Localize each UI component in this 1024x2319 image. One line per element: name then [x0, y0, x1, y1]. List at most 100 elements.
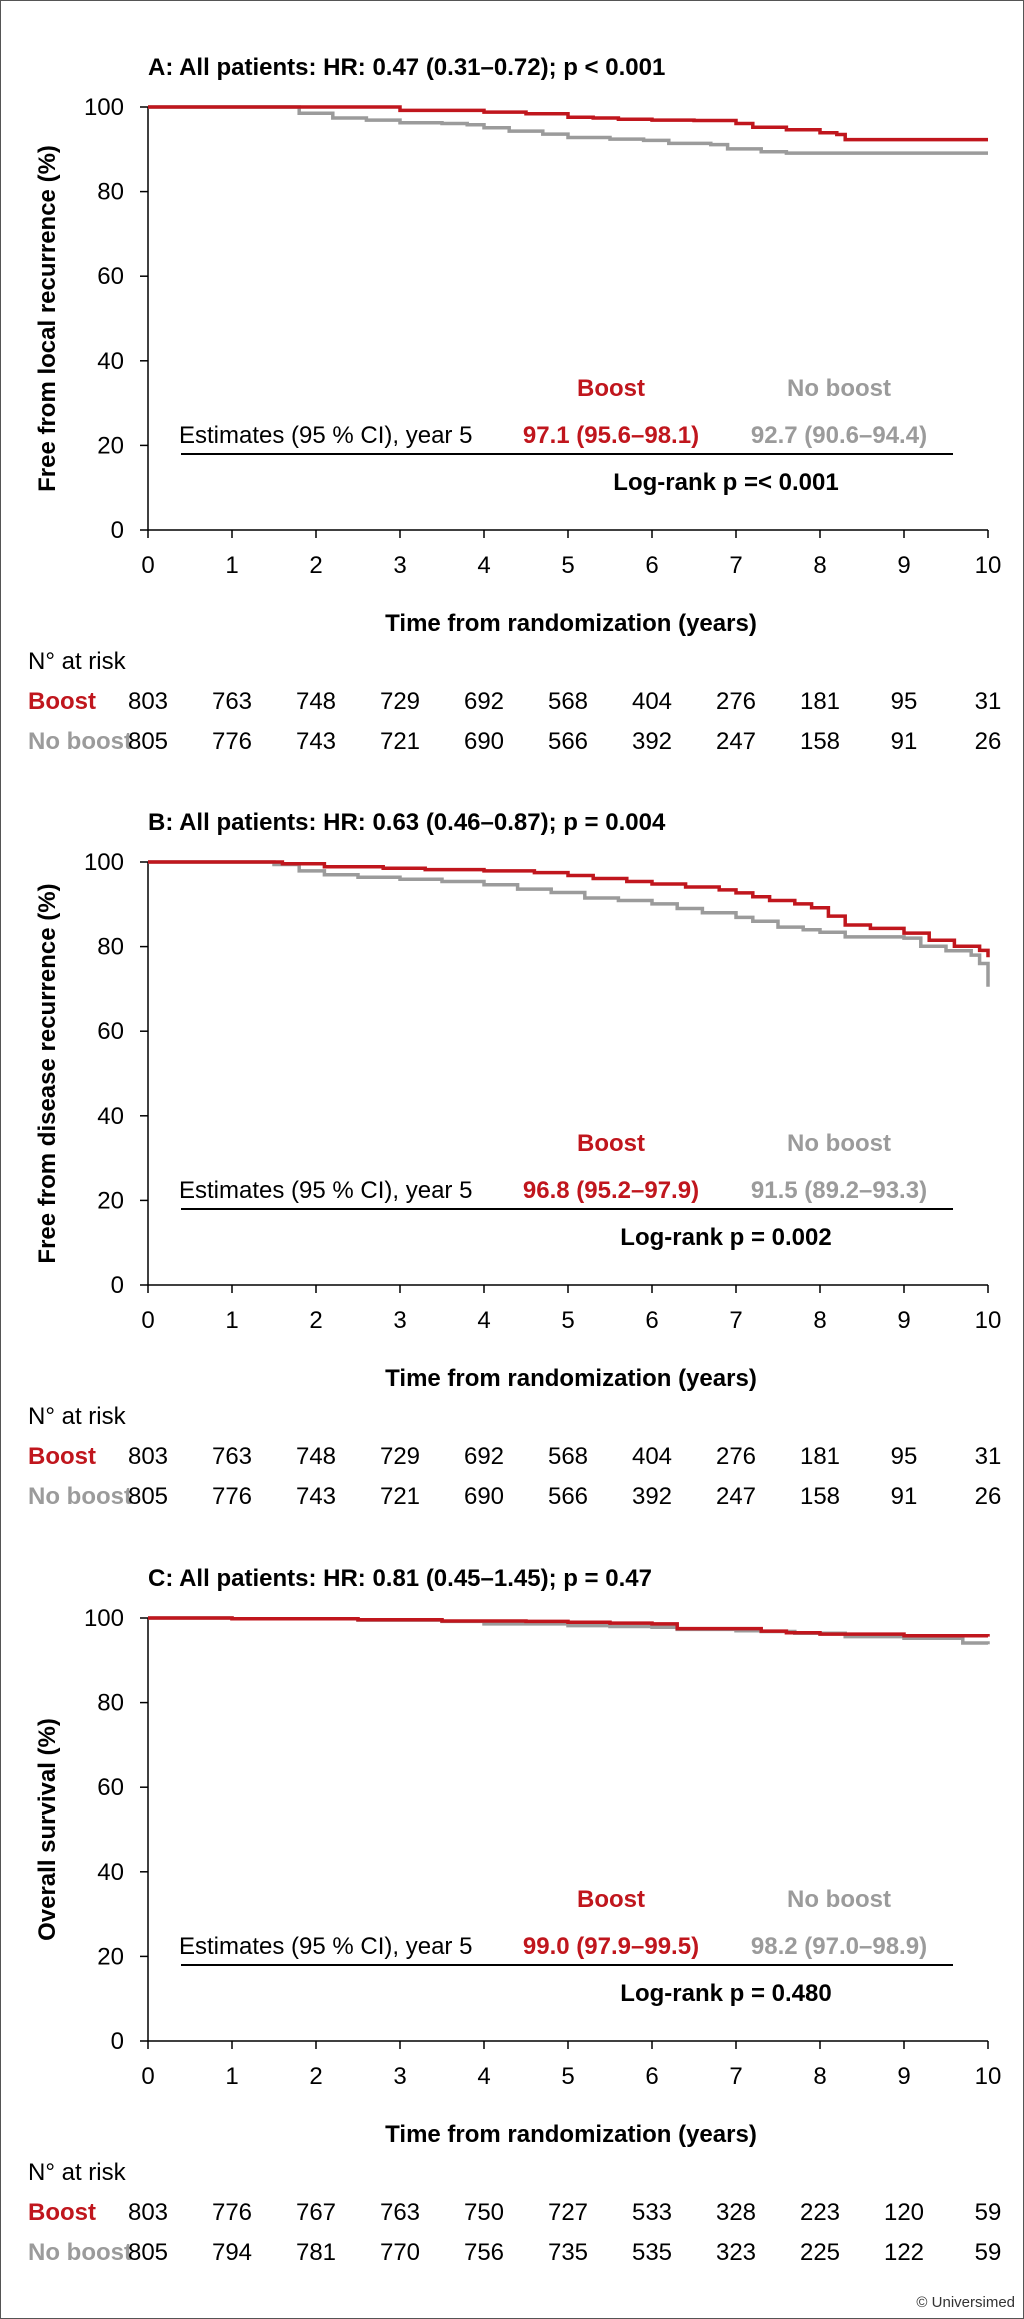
at-risk-title: N° at risk [28, 648, 127, 675]
x-tick-label: 8 [813, 1307, 826, 1334]
logrank-text: Log-rank p = 0.480 [620, 1980, 831, 2007]
y-tick-label: 60 [97, 1774, 124, 1801]
at-risk-boost-value: 568 [548, 688, 588, 715]
at-risk-no-boost-value: 225 [800, 2239, 840, 2266]
y-tick-label: 80 [97, 1690, 124, 1717]
x-tick-label: 2 [309, 1307, 322, 1334]
at-risk-title: N° at risk [28, 2159, 127, 2186]
at-risk-boost-value: 404 [632, 1443, 672, 1470]
logrank-text: Log-rank p =< 0.001 [613, 469, 838, 496]
x-tick-label: 10 [975, 2063, 1002, 2090]
logrank-text: Log-rank p = 0.002 [620, 1224, 831, 1251]
estimate-boost-value: 97.1 (95.6–98.1) [523, 422, 699, 449]
at-risk-boost-value: 803 [128, 688, 168, 715]
estimate-boost-header: Boost [577, 375, 645, 402]
at-risk-boost-value: 276 [716, 1443, 756, 1470]
at-risk-no-boost-value: 805 [128, 728, 168, 755]
x-tick-label: 5 [561, 1307, 574, 1334]
at-risk-no-boost-value: 122 [884, 2239, 924, 2266]
y-tick-label: 20 [97, 1187, 124, 1214]
panel-title: B: All patients: HR: 0.63 (0.46–0.87); p… [148, 809, 666, 836]
at-risk-boost-value: 729 [380, 688, 420, 715]
x-tick-label: 3 [393, 2063, 406, 2090]
boost-survival-line [148, 105, 988, 142]
x-axis-label: Time from randomization (years) [385, 2121, 757, 2148]
x-tick-label: 6 [645, 552, 658, 579]
x-tick-label: 9 [897, 1307, 910, 1334]
estimate-no-boost-header: No boost [787, 1130, 891, 1157]
at-risk-no-boost-value: 735 [548, 2239, 588, 2266]
x-tick-label: 1 [225, 1307, 238, 1334]
at-risk-boost-value: 95 [891, 688, 918, 715]
at-risk-no-boost-value: 756 [464, 2239, 504, 2266]
panel-title: C: All patients: HR: 0.81 (0.45–1.45); p… [148, 1565, 652, 1592]
at-risk-no-boost-value: 392 [632, 1483, 672, 1510]
estimate-no-boost-value: 91.5 (89.2–93.3) [751, 1177, 927, 1204]
y-tick-label: 20 [97, 432, 124, 459]
at-risk-no-boost-value: 721 [380, 1483, 420, 1510]
x-tick-label: 5 [561, 552, 574, 579]
at-risk-no-boost-value: 743 [296, 728, 336, 755]
at-risk-no-boost-label: No boost [28, 1483, 132, 1510]
at-risk-no-boost-value: 690 [464, 1483, 504, 1510]
x-tick-label: 4 [477, 552, 490, 579]
panel-title: A: All patients: HR: 0.47 (0.31–0.72); p… [148, 54, 665, 81]
no-boost-survival-line [148, 105, 988, 155]
x-tick-label: 9 [897, 552, 910, 579]
at-risk-no-boost-value: 158 [800, 728, 840, 755]
y-tick-label: 0 [111, 1272, 124, 1299]
at-risk-boost-value: 729 [380, 1443, 420, 1470]
at-risk-no-boost-value: 721 [380, 728, 420, 755]
at-risk-boost-value: 803 [128, 1443, 168, 1470]
at-risk-no-boost-label: No boost [28, 2239, 132, 2266]
at-risk-boost-value: 568 [548, 1443, 588, 1470]
x-tick-label: 6 [645, 2063, 658, 2090]
y-tick-label: 20 [97, 1943, 124, 1970]
x-tick-label: 1 [225, 2063, 238, 2090]
at-risk-no-boost-value: 743 [296, 1483, 336, 1510]
at-risk-no-boost-value: 91 [891, 728, 918, 755]
at-risk-boost-value: 763 [212, 688, 252, 715]
at-risk-boost-label: Boost [28, 2199, 96, 2226]
y-tick-label: 80 [97, 179, 124, 206]
at-risk-no-boost-value: 26 [975, 728, 1002, 755]
x-tick-label: 0 [141, 1307, 154, 1334]
at-risk-no-boost-value: 794 [212, 2239, 252, 2266]
at-risk-boost-value: 404 [632, 688, 672, 715]
x-tick-label: 9 [897, 2063, 910, 2090]
at-risk-boost-value: 533 [632, 2199, 672, 2226]
y-tick-label: 40 [97, 1103, 124, 1130]
at-risk-no-boost-value: 535 [632, 2239, 672, 2266]
at-risk-no-boost-value: 781 [296, 2239, 336, 2266]
y-tick-label: 100 [84, 849, 124, 876]
at-risk-boost-value: 328 [716, 2199, 756, 2226]
x-tick-label: 6 [645, 1307, 658, 1334]
estimate-no-boost-header: No boost [787, 1886, 891, 1913]
x-tick-label: 0 [141, 552, 154, 579]
x-tick-label: 7 [729, 2063, 742, 2090]
at-risk-boost-value: 120 [884, 2199, 924, 2226]
estimate-label: Estimates (95 % CI), year 5 [179, 1177, 472, 1204]
at-risk-boost-value: 95 [891, 1443, 918, 1470]
y-tick-label: 100 [84, 94, 124, 121]
at-risk-no-boost-value: 805 [128, 1483, 168, 1510]
x-tick-label: 7 [729, 552, 742, 579]
x-tick-label: 7 [729, 1307, 742, 1334]
estimate-label: Estimates (95 % CI), year 5 [179, 1933, 472, 1960]
estimate-boost-header: Boost [577, 1886, 645, 1913]
at-risk-boost-value: 748 [296, 1443, 336, 1470]
x-tick-label: 2 [309, 2063, 322, 2090]
at-risk-no-boost-value: 158 [800, 1483, 840, 1510]
at-risk-boost-value: 276 [716, 688, 756, 715]
estimate-no-boost-value: 92.7 (90.6–94.4) [751, 422, 927, 449]
x-tick-label: 10 [975, 552, 1002, 579]
boost-survival-line [148, 1616, 990, 1638]
x-tick-label: 3 [393, 552, 406, 579]
y-axis-label: Free from local recurrence (%) [34, 145, 61, 492]
x-tick-label: 4 [477, 1307, 490, 1334]
y-tick-label: 0 [111, 517, 124, 544]
at-risk-boost-value: 750 [464, 2199, 504, 2226]
at-risk-no-boost-label: No boost [28, 728, 132, 755]
y-axis-label: Overall survival (%) [34, 1718, 61, 1941]
